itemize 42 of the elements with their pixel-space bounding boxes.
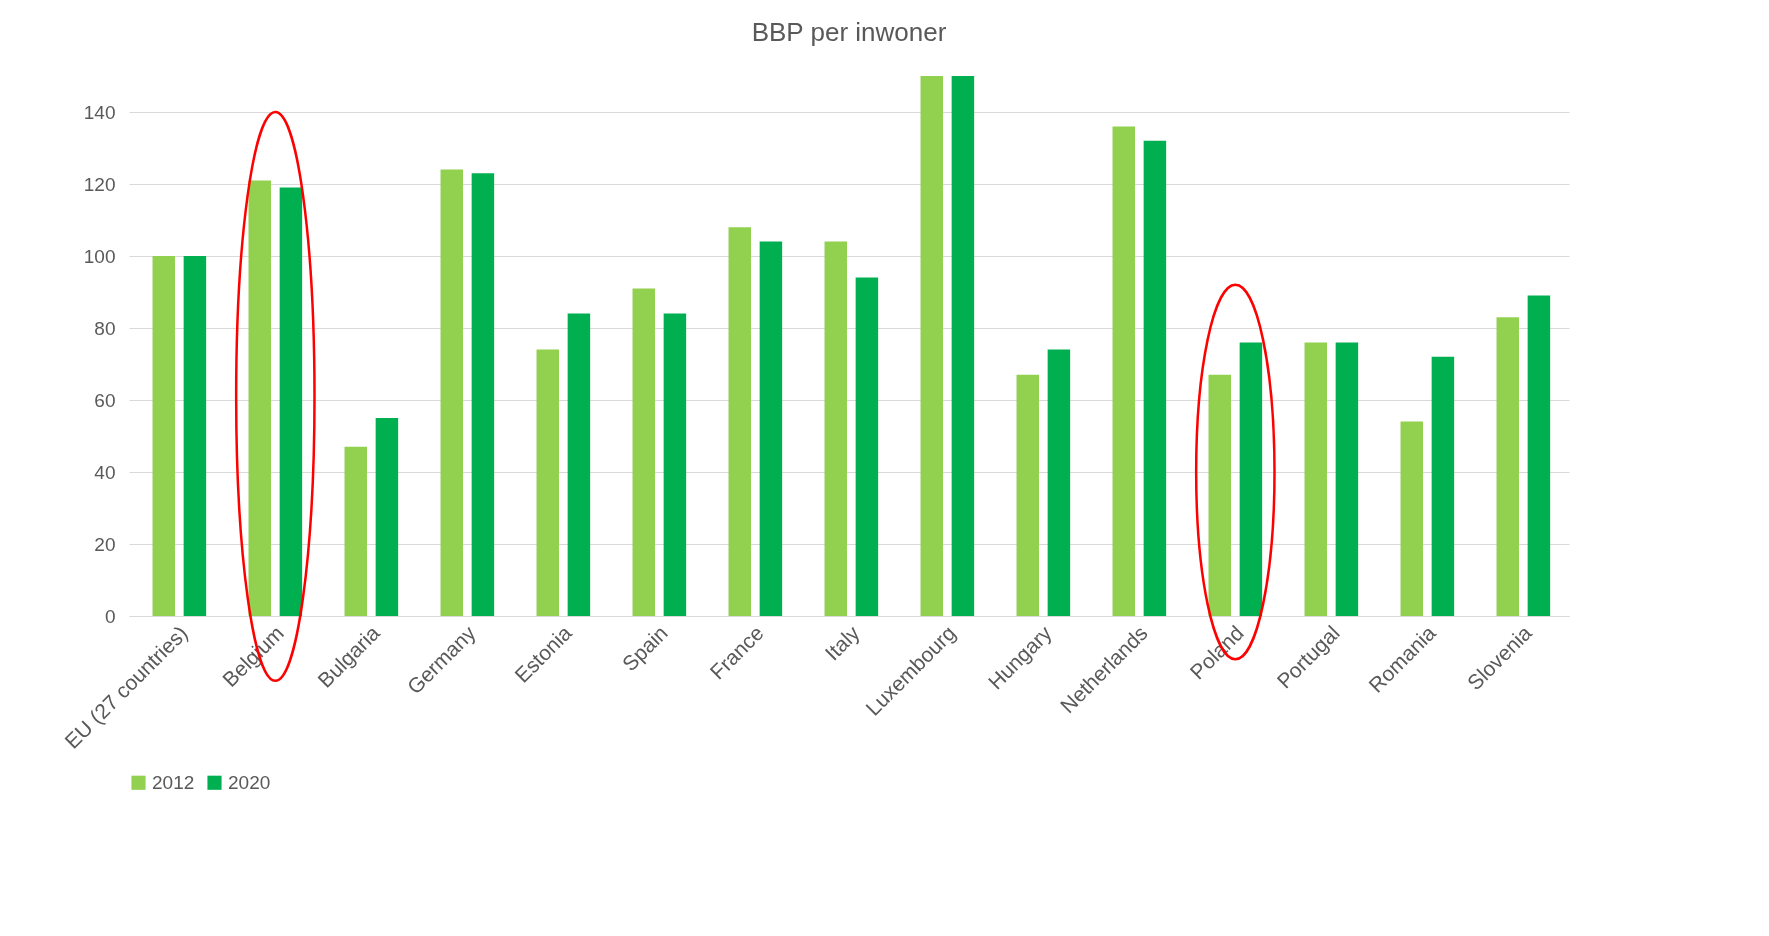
bar <box>152 256 176 616</box>
bar <box>279 187 303 616</box>
bar <box>1239 342 1263 616</box>
bar <box>1400 421 1424 616</box>
bar <box>728 227 752 616</box>
bar <box>632 288 656 616</box>
bar <box>248 180 272 616</box>
bar <box>920 76 944 616</box>
bar <box>1304 342 1328 616</box>
bar <box>759 241 783 616</box>
legend-label: 2012 <box>152 771 195 793</box>
bar <box>1016 374 1040 616</box>
x-tick-label: Italy <box>820 620 865 665</box>
bar <box>1112 126 1136 616</box>
bar <box>824 241 848 616</box>
y-tick-label: 40 <box>94 461 116 483</box>
legend-label: 2020 <box>228 771 271 793</box>
bar <box>1496 317 1520 616</box>
y-tick-label: 140 <box>83 101 116 123</box>
y-tick-label: 0 <box>104 605 116 627</box>
bar <box>440 169 464 616</box>
bar <box>951 76 975 616</box>
bar <box>1431 356 1455 616</box>
chart-title: BBP per inwoner <box>751 17 947 47</box>
y-tick-label: 120 <box>83 173 116 195</box>
bar <box>855 277 879 616</box>
bar <box>375 418 399 616</box>
bar <box>344 446 368 616</box>
bar <box>536 349 560 616</box>
bar <box>183 256 207 616</box>
y-tick-label: 80 <box>94 317 116 339</box>
bar <box>663 313 687 616</box>
bar <box>1527 295 1551 616</box>
bar <box>1335 342 1359 616</box>
bar <box>567 313 591 616</box>
y-tick-label: 60 <box>94 389 116 411</box>
bar <box>1208 374 1232 616</box>
bar <box>1143 140 1167 616</box>
bar <box>471 173 495 616</box>
bar <box>1047 349 1071 616</box>
y-tick-label: 20 <box>94 533 116 555</box>
y-tick-label: 100 <box>83 245 116 267</box>
